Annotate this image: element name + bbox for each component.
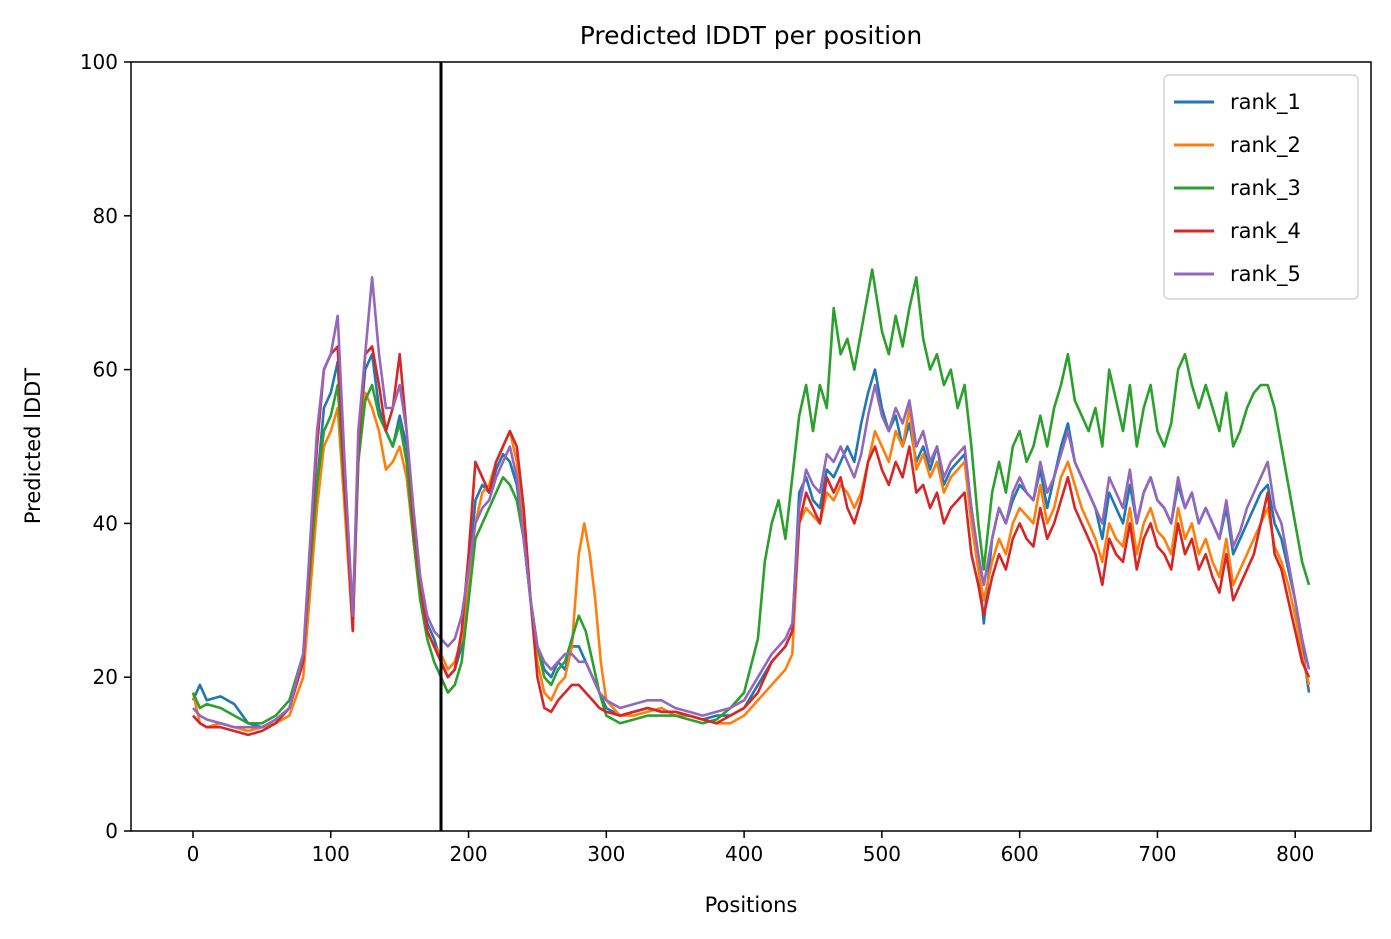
- x-tick-label: 400: [725, 842, 763, 866]
- x-tick-label: 700: [1138, 842, 1176, 866]
- y-tick-label: 80: [93, 204, 118, 228]
- x-tick-label: 500: [863, 842, 901, 866]
- x-axis: 0 100 200 300 400 500 600 700 800: [187, 831, 1314, 866]
- series-line-rank_3: [191, 268, 1311, 725]
- y-axis-label: Predicted lDDT: [21, 368, 45, 524]
- x-tick-label: 200: [449, 842, 487, 866]
- y-tick-label: 60: [93, 358, 118, 382]
- legend-label-rank_5: rank_5: [1230, 262, 1301, 287]
- y-tick-label: 100: [80, 50, 118, 74]
- x-tick-label: 0: [187, 842, 200, 866]
- x-tick-label: 300: [587, 842, 625, 866]
- legend-label-rank_3: rank_3: [1230, 176, 1301, 201]
- series-line-rank_5: [192, 276, 1311, 729]
- x-tick-label: 600: [1001, 842, 1039, 866]
- legend-label-rank_1: rank_1: [1230, 90, 1301, 115]
- plot-lines: [191, 268, 1311, 737]
- x-tick-label: 100: [312, 842, 350, 866]
- plot-area-frame: [130, 61, 1372, 832]
- x-tick-label: 800: [1276, 842, 1314, 866]
- y-tick-label: 0: [105, 819, 118, 843]
- chart-title: Predicted lDDT per position: [580, 21, 922, 50]
- x-axis-label: Positions: [705, 893, 798, 917]
- legend-box: [1163, 74, 1359, 300]
- legend-label-rank_4: rank_4: [1230, 219, 1301, 244]
- legend-label-rank_2: rank_2: [1230, 133, 1301, 158]
- y-tick-label: 20: [93, 665, 118, 689]
- y-tick-label: 40: [93, 511, 118, 535]
- y-axis: 0 20 40 60 80 100: [80, 50, 131, 843]
- legend: rank_1 rank_2 rank_3 rank_4 rank_5: [1163, 74, 1359, 300]
